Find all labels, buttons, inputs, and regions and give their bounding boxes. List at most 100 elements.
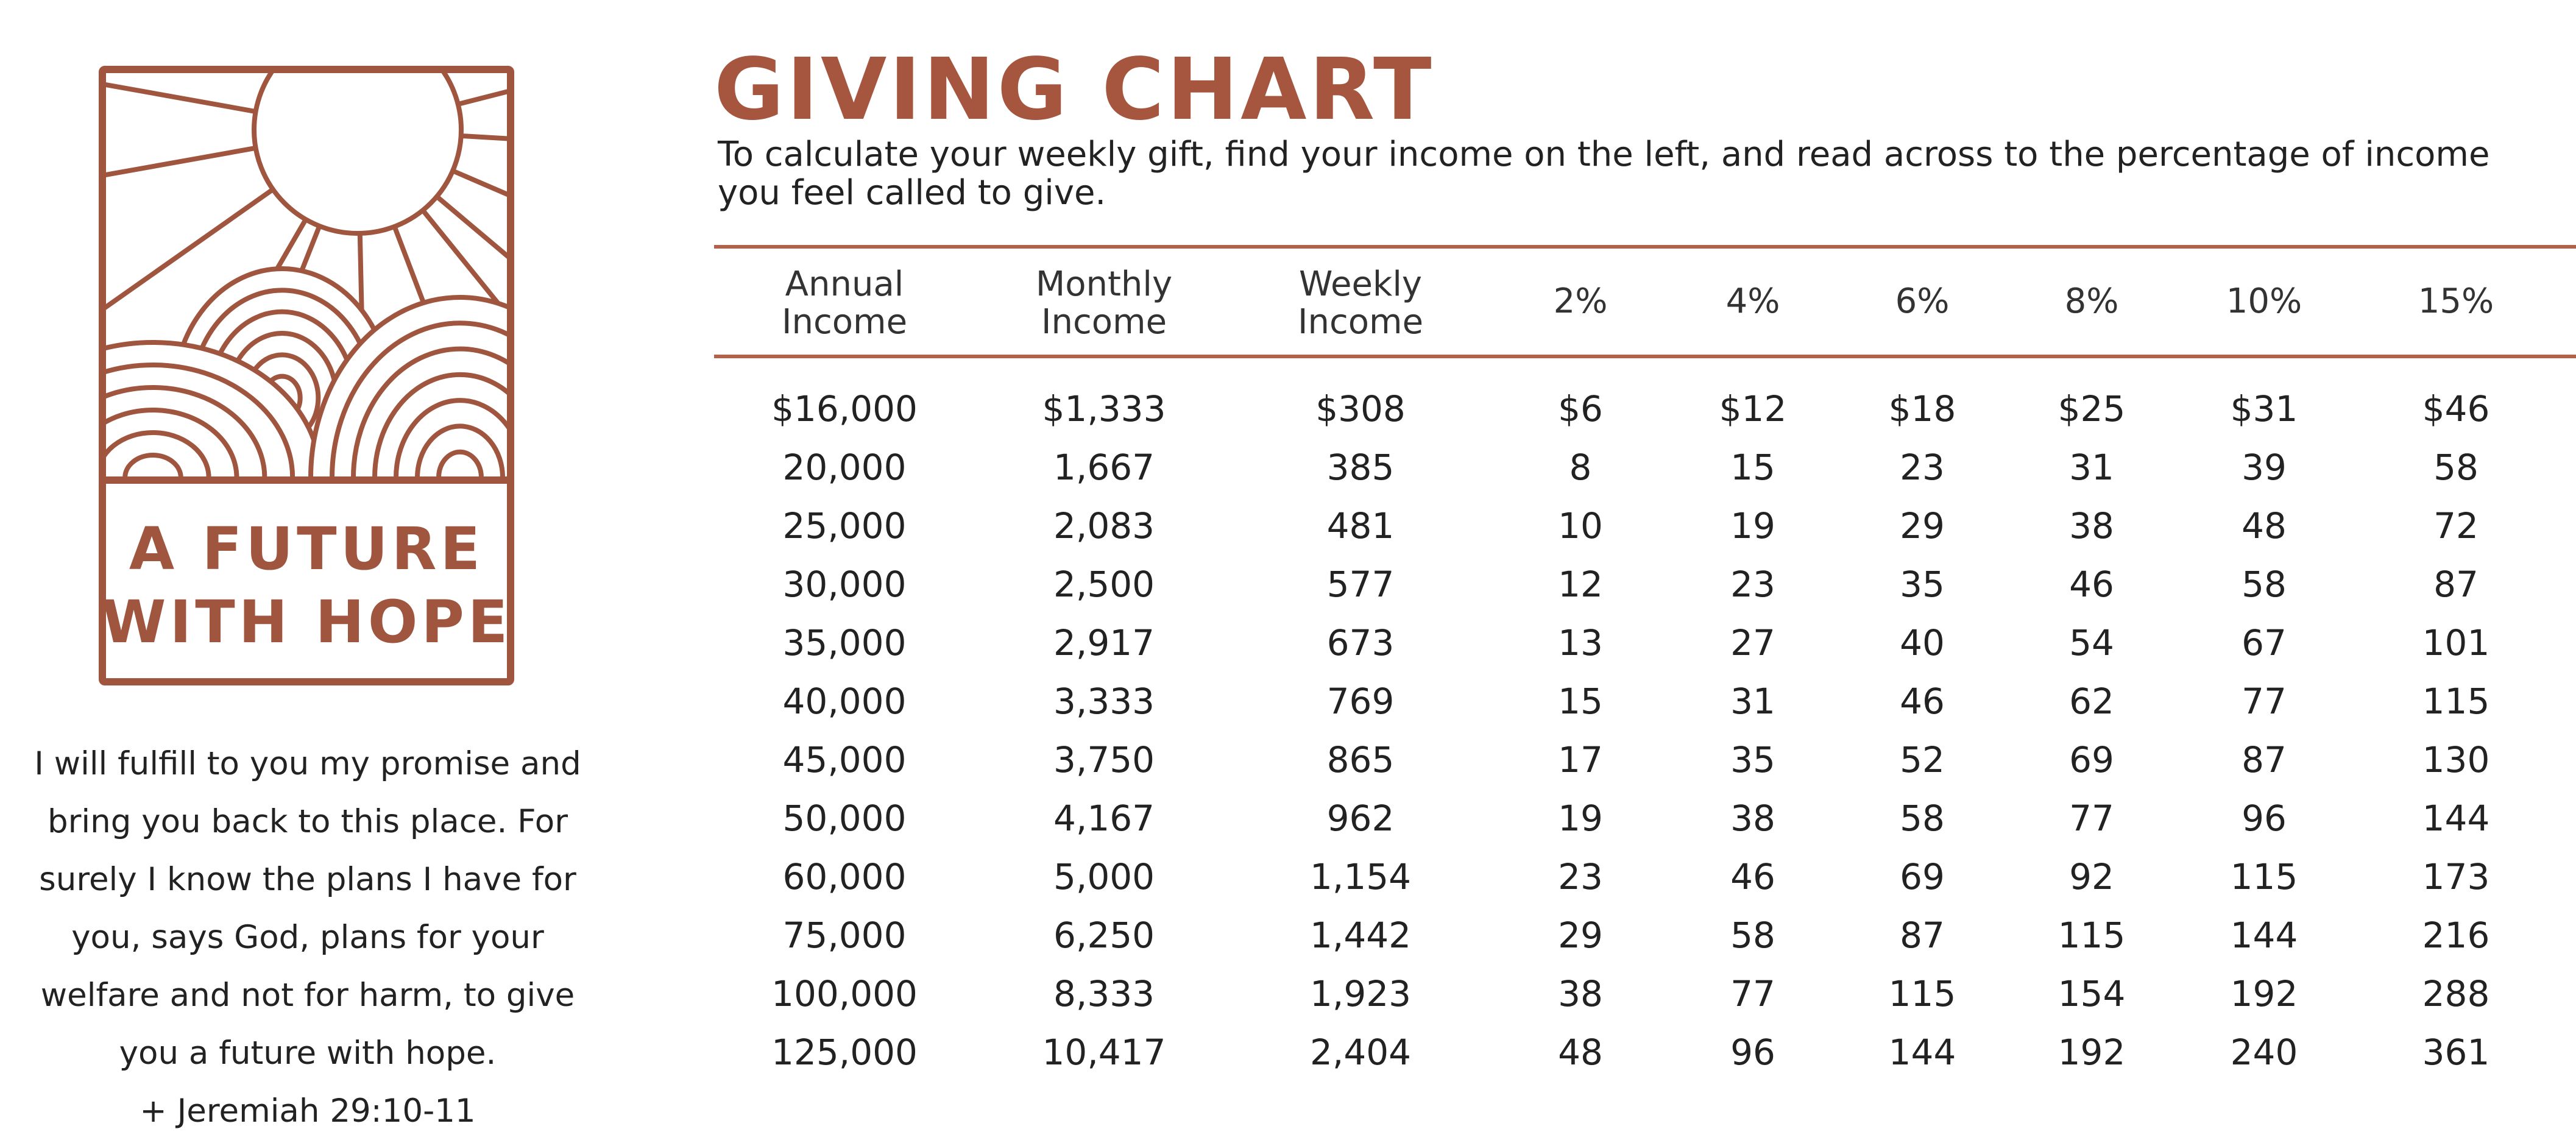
table-cell: 46 [2069, 564, 2114, 605]
table-cell: 29 [1900, 505, 1945, 547]
table-cell: 130 [2422, 739, 2490, 781]
column-header-line: 4% [1725, 281, 1780, 321]
table-cell: 1,667 [1053, 447, 1155, 488]
column-header-line: Annual [785, 264, 904, 304]
table-cell: 577 [1326, 564, 1395, 605]
table-cell: $308 [1315, 388, 1406, 430]
column-header: 10% [2226, 283, 2302, 320]
table-cell: 35 [1730, 739, 1775, 781]
table-cell: 769 [1326, 681, 1395, 722]
table-cell: 87 [1900, 915, 1945, 956]
table-cell: 125,000 [771, 1032, 918, 1073]
table-cell: 144 [2422, 798, 2490, 839]
column-header: 15% [2418, 283, 2494, 320]
table-cell: 115 [1888, 973, 1956, 1014]
table-cell: 39 [2242, 447, 2287, 488]
table-cell: 87 [2242, 739, 2287, 781]
column-header-line: 10% [2226, 281, 2302, 321]
table-cell: 673 [1326, 622, 1395, 664]
column-header-line: 2% [1553, 281, 1608, 321]
table-cell: 87 [2433, 564, 2479, 605]
table-cell: 52 [1900, 739, 1945, 781]
page-title: GIVING CHART [714, 40, 1434, 140]
table-top-rule [714, 245, 2576, 249]
column-header: Monthly Income [1036, 266, 1172, 341]
table-cell: 17 [1558, 739, 1603, 781]
quote-line: you, says God, plans for your [71, 919, 544, 956]
table-cell: 35 [1900, 564, 1945, 605]
table-cell: 240 [2230, 1032, 2298, 1073]
table-cell: 2,404 [1309, 1032, 1412, 1073]
table-cell: 96 [2242, 798, 2287, 839]
quote-line: you a future with hope. [119, 1035, 497, 1072]
table-cell: 865 [1326, 739, 1395, 781]
column-header-line: Income [781, 302, 908, 342]
column-header-line: 8% [2064, 281, 2119, 321]
column-header-line: Income [1041, 302, 1167, 342]
table-cell: 38 [2069, 505, 2114, 547]
table-cell: 101 [2422, 622, 2490, 664]
table-cell: 38 [1558, 973, 1603, 1014]
scripture-quote: I will fulfill to you my promise and bri… [0, 735, 615, 1140]
table-cell: 19 [1558, 798, 1603, 839]
table-header-rule [714, 355, 2576, 358]
table-cell: 77 [2242, 681, 2287, 722]
table-cell: 1,442 [1309, 915, 1412, 956]
table-cell: 20,000 [782, 447, 907, 488]
table-cell: 45,000 [782, 739, 907, 781]
quote-line: I will fulfill to you my promise and [34, 745, 581, 782]
table-cell: 8 [1569, 447, 1592, 488]
column-header: 8% [2065, 283, 2119, 320]
table-cell: 216 [2422, 915, 2490, 956]
quote-citation: + Jeremiah 29:10-11 [140, 1092, 476, 1130]
table-cell: 23 [1900, 447, 1945, 488]
logo: A FUTURE WITH HOPE [99, 66, 514, 685]
table-cell: 58 [1900, 798, 1945, 839]
table-cell: 3,750 [1053, 739, 1155, 781]
table-cell: 23 [1730, 564, 1775, 605]
table-cell: 6,250 [1053, 915, 1155, 956]
table-cell: 92 [2069, 856, 2114, 897]
logo-text-line-2: WITH HOPE [101, 588, 512, 656]
table-cell: 385 [1326, 447, 1395, 488]
table-cell: $31 [2230, 388, 2298, 430]
column-header-line: Income [1297, 302, 1424, 342]
table-cell: 3,333 [1053, 681, 1155, 722]
table-cell: 31 [1730, 681, 1775, 722]
table-cell: 115 [2058, 915, 2126, 956]
column-header-line: Monthly [1035, 264, 1173, 304]
table-cell: 46 [1900, 681, 1945, 722]
sun-hills-illustration [99, 66, 514, 685]
table-cell: 144 [1888, 1032, 1956, 1073]
table-cell: 19 [1730, 505, 1775, 547]
table-cell: 1,923 [1309, 973, 1412, 1014]
table-cell: 8,333 [1053, 973, 1155, 1014]
table-cell: 46 [1730, 856, 1775, 897]
table-cell: 192 [2058, 1032, 2126, 1073]
table-cell: 30,000 [782, 564, 907, 605]
table-cell: 115 [2422, 681, 2490, 722]
table-cell: 31 [2069, 447, 2114, 488]
table-cell: 173 [2422, 856, 2490, 897]
table-cell: 2,083 [1053, 505, 1155, 547]
table-cell: 77 [2069, 798, 2114, 839]
table-cell: 15 [1558, 681, 1603, 722]
table-cell: 50,000 [782, 798, 907, 839]
table-cell: 361 [2422, 1032, 2490, 1073]
table-cell: 5,000 [1053, 856, 1155, 897]
column-header: Weekly Income [1298, 266, 1423, 341]
column-header: 2% [1554, 283, 1608, 320]
column-header-line: 15% [2418, 281, 2494, 321]
table-cell: 2,917 [1053, 622, 1155, 664]
table-cell: 48 [1558, 1032, 1603, 1073]
table-cell: 12 [1558, 564, 1603, 605]
table-cell: 48 [2242, 505, 2287, 547]
table-cell: 67 [2242, 622, 2287, 664]
table-cell: 192 [2230, 973, 2298, 1014]
table-cell: 144 [2230, 915, 2298, 956]
table-cell: 100,000 [771, 973, 918, 1014]
column-header: 6% [1895, 283, 1950, 320]
table-cell: 962 [1326, 798, 1395, 839]
table-cell: 25,000 [782, 505, 907, 547]
table-cell: 54 [2069, 622, 2114, 664]
